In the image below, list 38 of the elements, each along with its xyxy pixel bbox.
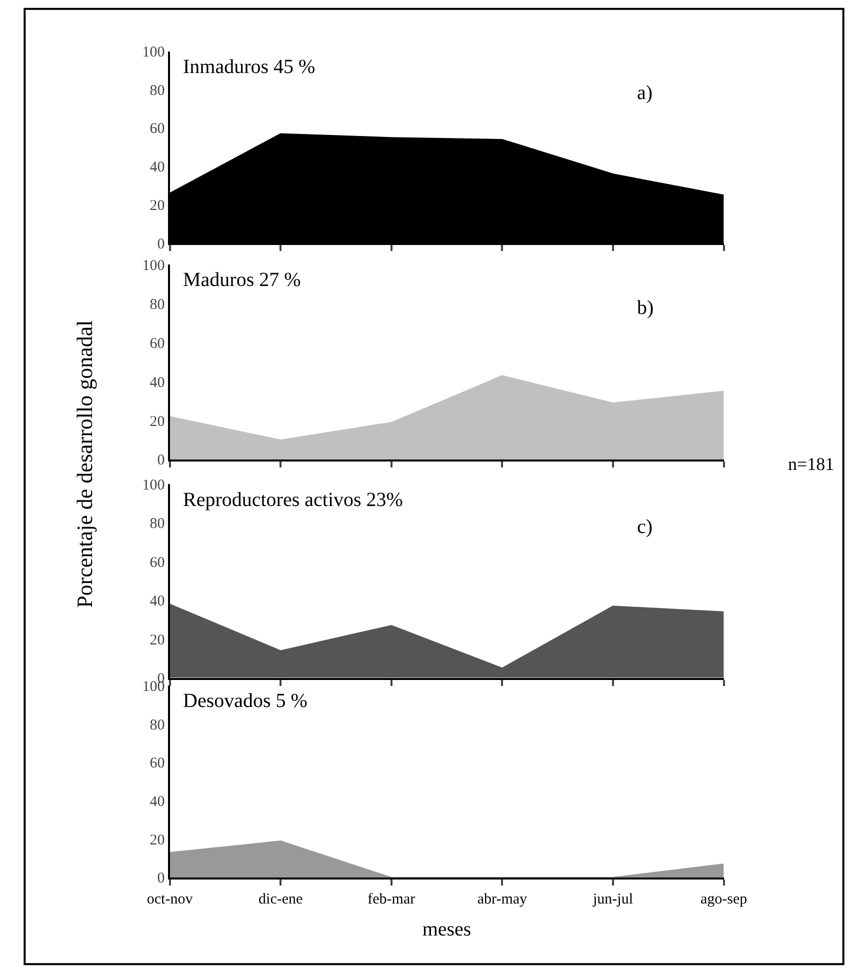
- x-tick-label: ago-sep: [700, 891, 748, 908]
- x-tick-label: oct-nov: [146, 891, 194, 908]
- y-tick-label: 0: [157, 236, 165, 252]
- y-tick-label: 60: [150, 121, 165, 138]
- annotation: a): [637, 82, 653, 104]
- y-tick-label: 20: [150, 414, 165, 430]
- y-tick-label: 60: [150, 756, 165, 772]
- y-tick-label: 0: [157, 452, 165, 469]
- annotation: Maduros 27 %: [183, 269, 301, 291]
- x-tick-label: abr-may: [477, 891, 528, 908]
- annotation: Reproductores activos 23%: [183, 489, 403, 511]
- y-tick-label: 60: [150, 336, 165, 352]
- y-tick-label: 80: [150, 296, 165, 313]
- x-tick-label: jun-jul: [592, 891, 633, 908]
- y-axis-title: Porcentaje de desarrollo gonadal: [72, 320, 98, 608]
- annotation: Desovados 5 %: [183, 690, 308, 712]
- y-tick-label: 80: [150, 516, 165, 532]
- y-tick-label: 40: [150, 160, 165, 176]
- y-tick-label: 20: [150, 198, 165, 214]
- y-tick-label: 60: [150, 554, 165, 571]
- y-tick-label: 40: [150, 594, 165, 610]
- text: n=181: [788, 454, 834, 474]
- y-tick-label: 20: [150, 832, 165, 848]
- y-tick-label: 80: [150, 82, 165, 99]
- annotation: b): [637, 297, 654, 319]
- y-tick-label: 20: [150, 632, 165, 648]
- y-tick-label: 80: [150, 717, 165, 734]
- y-tick-label: 0: [157, 870, 165, 887]
- y-tick-label: 100: [142, 258, 165, 274]
- annotation: c): [637, 516, 653, 538]
- y-tick-label: 100: [142, 44, 165, 61]
- y-tick-label: 40: [150, 374, 165, 391]
- y-tick-label: 40: [150, 794, 165, 810]
- x-tick-label: feb-mar: [368, 891, 416, 908]
- y-tick-label: 100: [142, 477, 165, 494]
- annotation: Inmaduros 45 %: [183, 56, 316, 78]
- x-tick-label: dic-ene: [258, 891, 303, 908]
- x-axis-title: meses: [422, 918, 472, 940]
